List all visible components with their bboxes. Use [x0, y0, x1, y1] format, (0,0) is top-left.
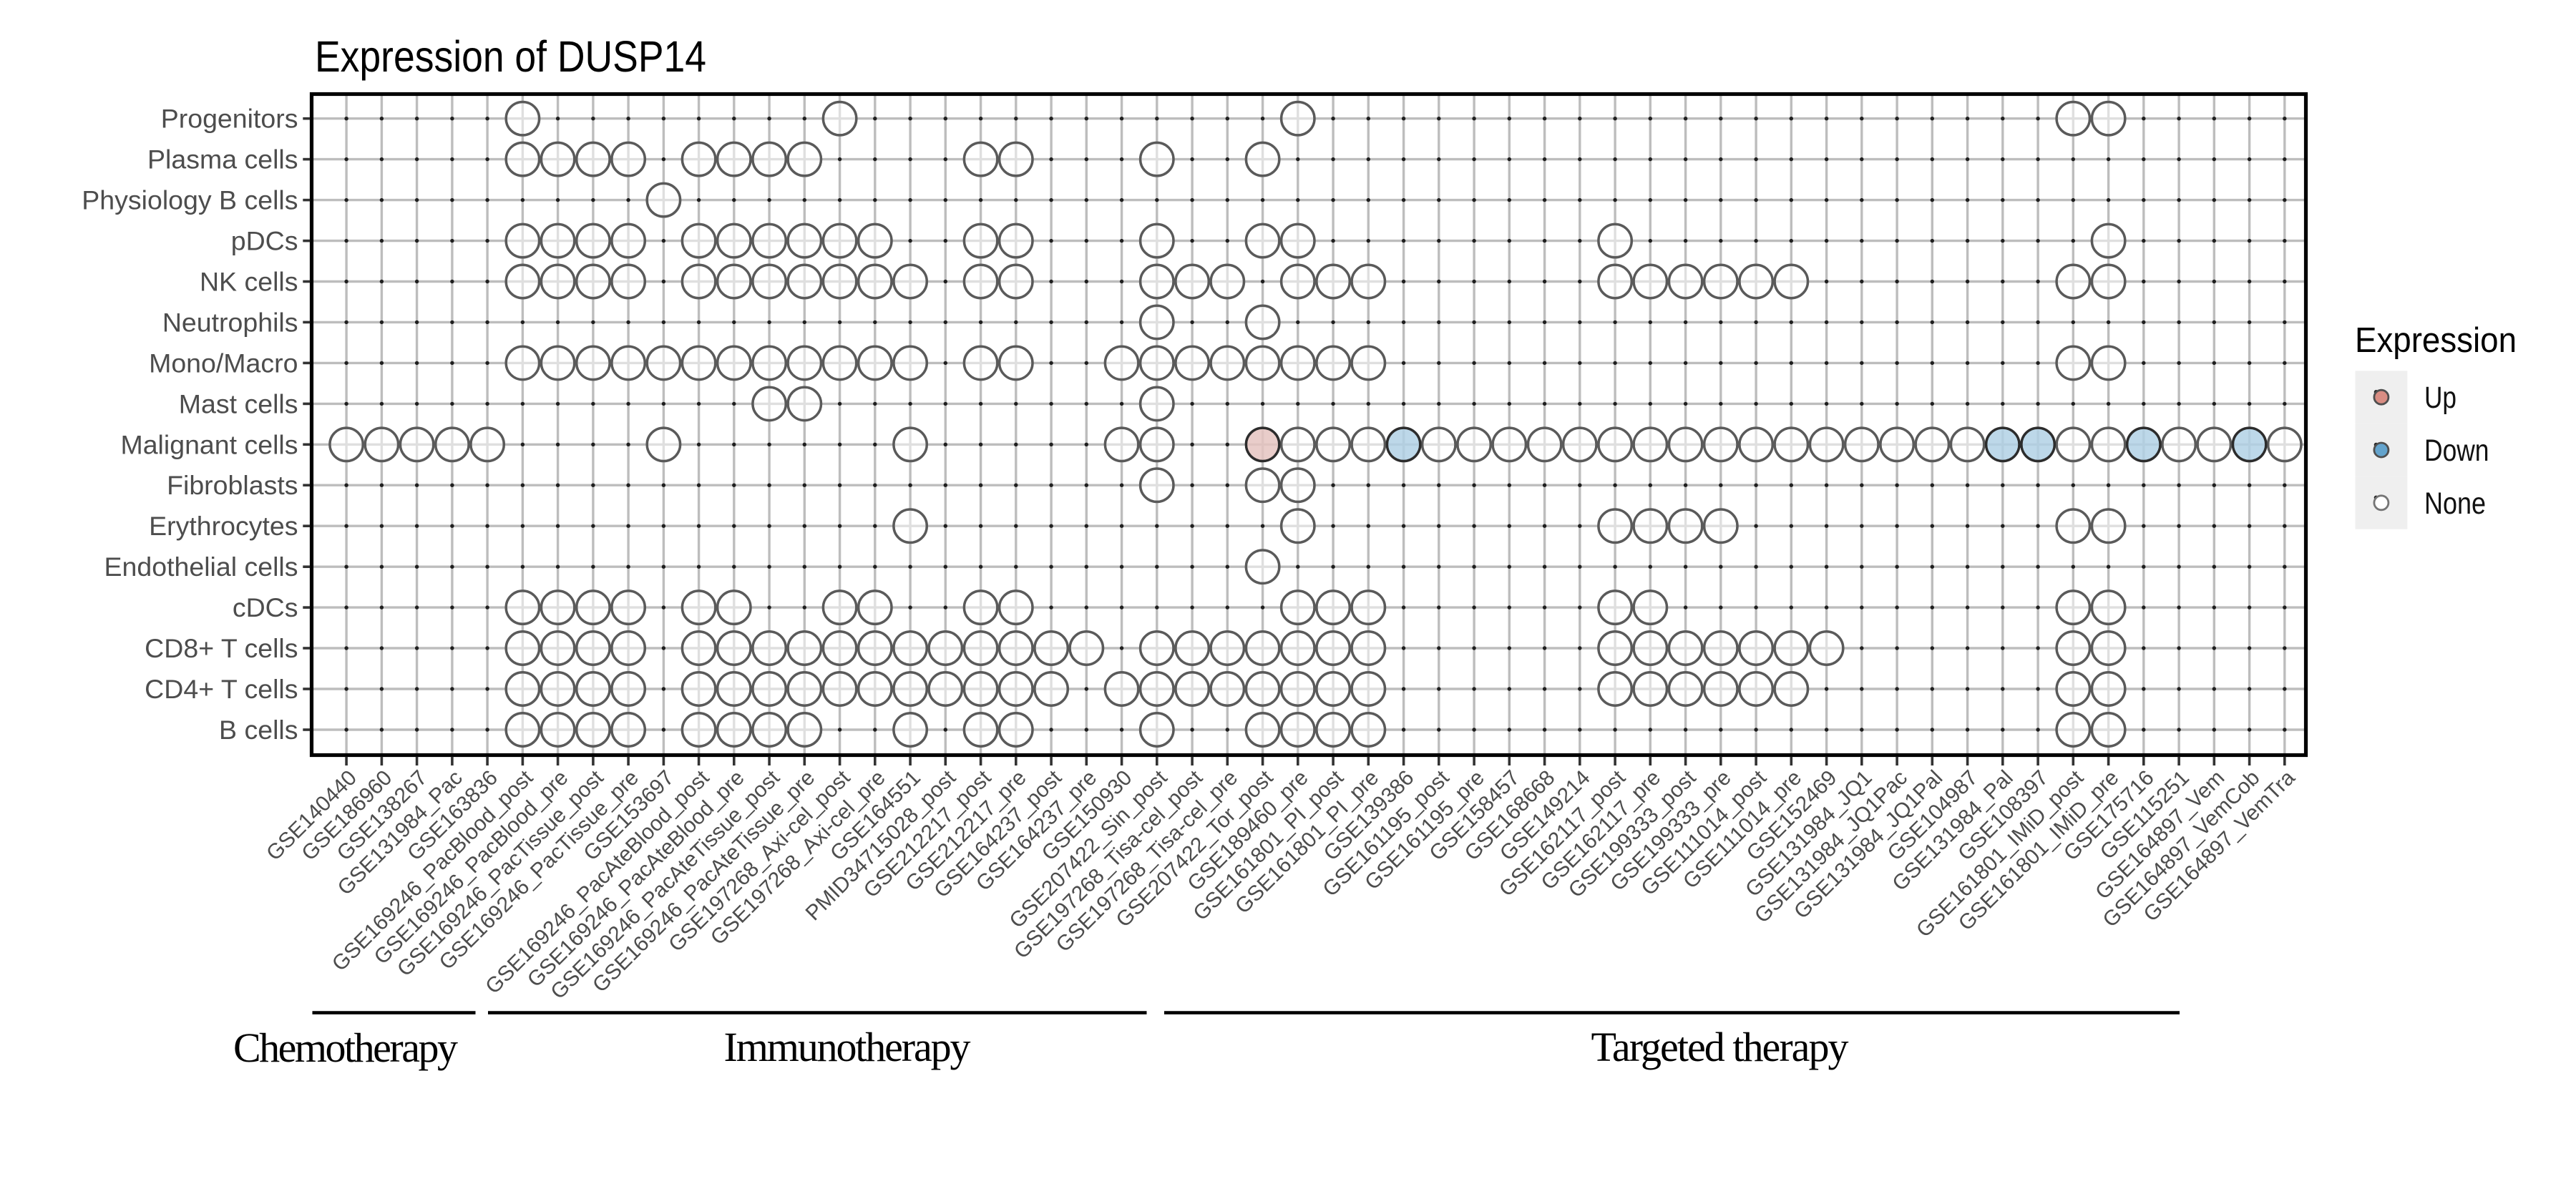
svg-text:Mono/Macro: Mono/Macro — [149, 348, 298, 378]
svg-text:CD4+ T cells: CD4+ T cells — [145, 674, 298, 704]
svg-text:Chemotherapy: Chemotherapy — [233, 1024, 458, 1071]
svg-text:pDCs: pDCs — [231, 226, 298, 256]
svg-text:Expression: Expression — [2355, 321, 2517, 360]
svg-text:Targeted therapy: Targeted therapy — [1591, 1024, 1849, 1070]
svg-text:Malignant cells: Malignant cells — [120, 429, 298, 459]
svg-text:Down: Down — [2424, 434, 2489, 468]
svg-text:Progenitors: Progenitors — [161, 104, 298, 134]
svg-text:Physiology B cells: Physiology B cells — [82, 185, 298, 215]
svg-text:Mast cells: Mast cells — [179, 388, 298, 419]
svg-text:Endothelial cells: Endothelial cells — [104, 552, 298, 582]
svg-text:NK cells: NK cells — [200, 267, 298, 297]
svg-text:CD8+ T cells: CD8+ T cells — [145, 633, 298, 663]
svg-text:B cells: B cells — [219, 715, 298, 745]
svg-text:Expression of DUSP14: Expression of DUSP14 — [315, 32, 706, 81]
svg-text:Up: Up — [2424, 381, 2457, 415]
svg-text:Fibroblasts: Fibroblasts — [167, 470, 298, 500]
svg-text:Immunotherapy: Immunotherapy — [724, 1024, 971, 1070]
svg-text:None: None — [2424, 486, 2486, 521]
svg-text:Plasma cells: Plasma cells — [147, 145, 298, 175]
svg-text:Neutrophils: Neutrophils — [162, 307, 298, 337]
svg-text:Erythrocytes: Erythrocytes — [149, 511, 298, 541]
svg-text:cDCs: cDCs — [233, 592, 298, 622]
